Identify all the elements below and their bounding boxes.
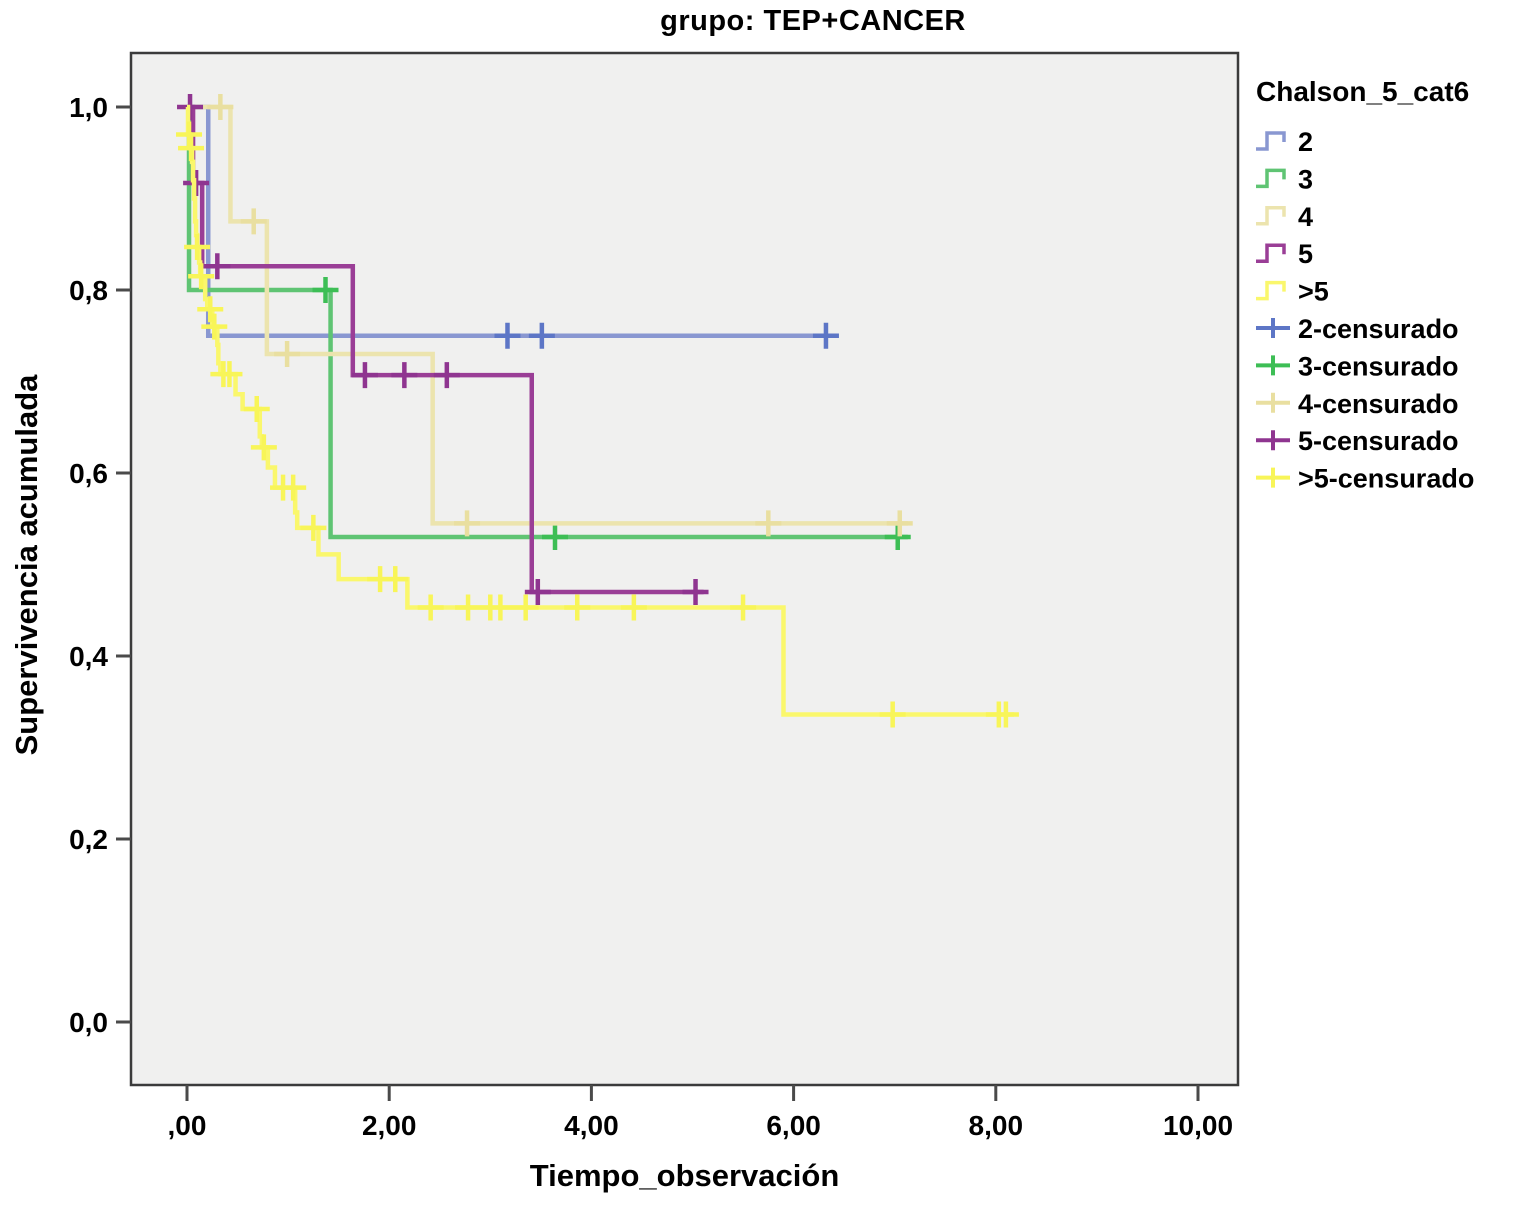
legend-censor-label: 4-censurado (1298, 389, 1459, 419)
x-axis-title: Tiempo_observación (529, 1158, 840, 1193)
x-tick-label: ,00 (168, 1110, 207, 1141)
x-tick-label: 4,00 (564, 1110, 619, 1141)
chart-title: grupo: TEP+CANCER (660, 5, 966, 37)
series->5-line (185, 104, 1014, 717)
x-tick-label: 8,00 (969, 1110, 1024, 1141)
series-2-censor-marks (494, 322, 839, 349)
series->5-censor-marks (176, 121, 1019, 728)
legend-title: Chalson_5_cat6 (1256, 76, 1469, 107)
y-tick-label: 0,6 (69, 458, 108, 489)
legend-line-label: 3 (1298, 164, 1313, 194)
series-4-censor-marks (207, 94, 913, 537)
legend-censor-swatch-5 (1256, 430, 1290, 451)
legend-line-swatch-5 (1256, 243, 1286, 263)
legend-line-label: 2 (1298, 127, 1313, 157)
y-tick-label: 0,8 (69, 275, 108, 306)
series-3-censor-marks (312, 277, 911, 551)
y-tick-label: 0,0 (69, 1007, 108, 1038)
legend-censor-swatch-2 (1256, 318, 1290, 338)
legend-censor-label: 3-censurado (1298, 351, 1459, 381)
legend-censor-label: 5-censurado (1298, 426, 1459, 456)
legend-line-swatch->5 (1256, 280, 1286, 301)
legend-line-swatch-4 (1256, 206, 1286, 226)
legend-line-label: >5 (1298, 277, 1329, 307)
legend-line-label: 4 (1298, 202, 1313, 232)
legend-line-swatch-2 (1256, 131, 1286, 151)
legend-censor-swatch-3 (1256, 355, 1290, 376)
legend-line-swatch-3 (1256, 168, 1286, 189)
legend-censor-swatch->5 (1256, 467, 1290, 488)
legend-censor-swatch-4 (1256, 392, 1290, 413)
legend-censor-label: >5-censurado (1298, 464, 1474, 494)
y-tick-label: 0,4 (69, 641, 108, 672)
plot-frame (129, 51, 1240, 1087)
y-tick-label: 1,0 (69, 92, 108, 123)
x-tick-label: 6,00 (766, 1110, 821, 1141)
legend-censor-label: 2-censurado (1298, 314, 1459, 344)
x-tick-label: 2,00 (362, 1110, 417, 1141)
x-tick-label: 10,00 (1163, 1110, 1233, 1141)
legend-line-label: 5 (1298, 239, 1313, 269)
series-4-line (187, 104, 908, 526)
y-tick-label: 0,2 (69, 824, 108, 855)
